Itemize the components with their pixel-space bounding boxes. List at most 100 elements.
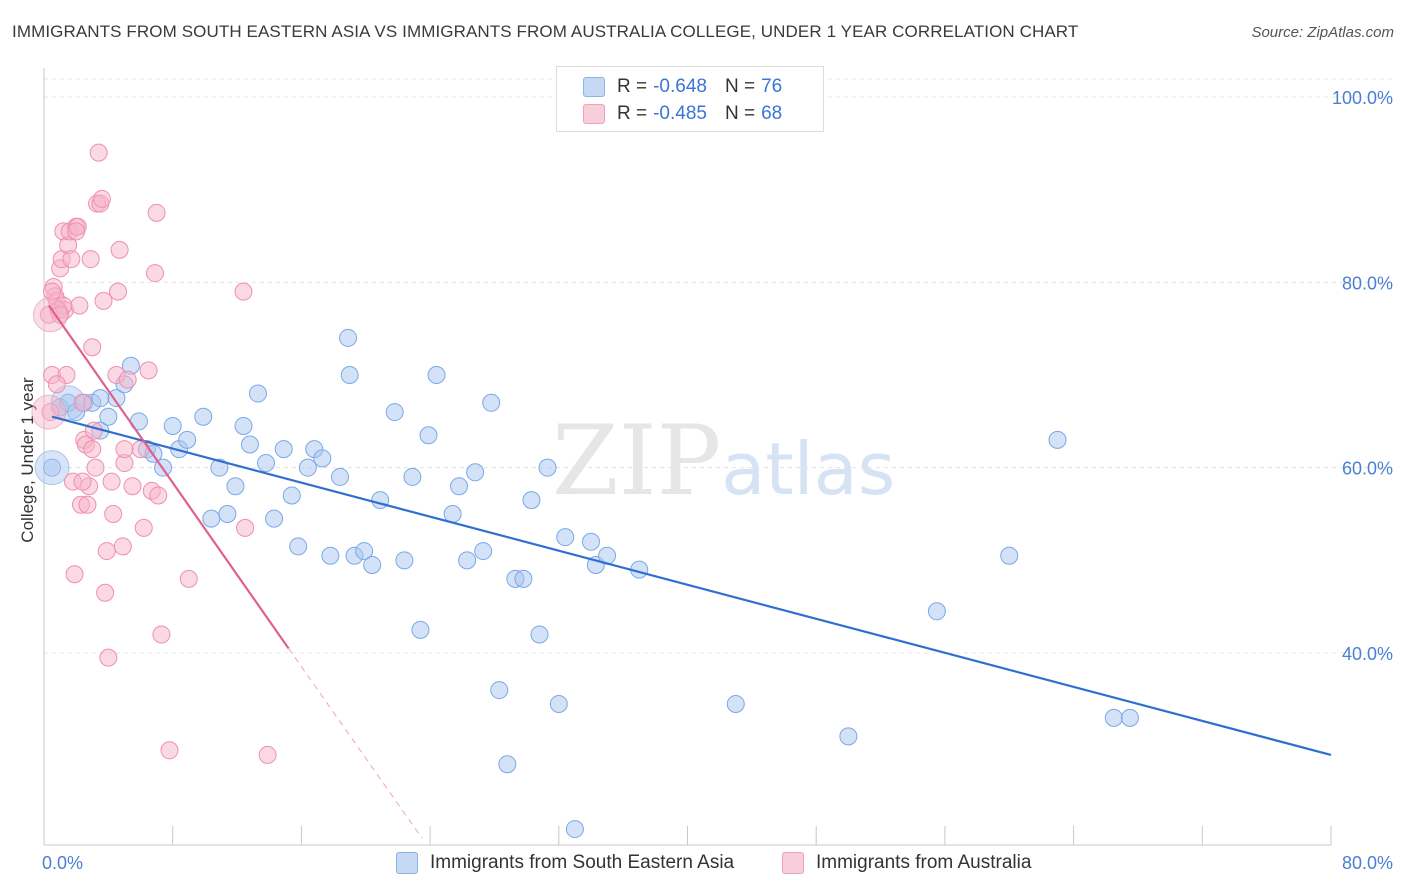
point-southeast-asia (289, 537, 308, 556)
point-australia (110, 240, 129, 259)
trend-line-southeast-asia (51, 415, 1332, 756)
point-australia (89, 143, 108, 162)
point-australia (147, 203, 166, 222)
source-label: Source: ZipAtlas.com (1251, 24, 1394, 41)
legend-row-australia: R = -0.485 N = 68 (583, 102, 782, 126)
stats-legend: R = -0.648 N = 76 R = -0.485 N = 68 (556, 66, 824, 132)
point-southeast-asia (403, 467, 422, 486)
trend-line-extension-australia (288, 648, 423, 839)
point-australia (78, 495, 97, 514)
point-australia (84, 421, 103, 440)
point-australia (83, 440, 102, 459)
point-australia (67, 222, 86, 241)
legend-n-label: N = (724, 103, 756, 124)
point-southeast-asia (331, 467, 350, 486)
point-southeast-asia (1048, 430, 1067, 449)
point-australia (236, 518, 255, 537)
point-southeast-asia (726, 694, 745, 713)
point-australia (134, 518, 153, 537)
point-southeast-asia (490, 681, 509, 700)
point-southeast-asia (522, 491, 541, 510)
point-australia (86, 458, 105, 477)
x-tick-label: 0.0% (42, 853, 83, 873)
point-australia (149, 486, 168, 505)
point-southeast-asia (218, 505, 237, 523)
point-southeast-asia (1120, 708, 1139, 727)
point-southeast-asia (839, 727, 858, 746)
point-southeast-asia (248, 384, 267, 403)
point-australia (92, 189, 111, 208)
point-australia (99, 648, 118, 667)
bottom-legend-southeast-asia: Immigrants from South Eastern Asia (396, 852, 734, 874)
point-southeast-asia (565, 820, 584, 839)
legend-r-value: -0.485 (653, 103, 707, 124)
point-southeast-asia (1000, 546, 1019, 565)
point-southeast-asia (556, 528, 575, 547)
point-large-southeast-asia (34, 450, 70, 486)
point-australia (160, 741, 179, 760)
point-southeast-asia (340, 366, 359, 384)
point-australia (47, 375, 66, 394)
point-australia (62, 250, 81, 269)
point-australia (70, 296, 89, 315)
point-southeast-asia (514, 569, 533, 588)
legend-r-label: R = (617, 76, 648, 97)
point-southeast-asia (257, 454, 276, 473)
watermark: ZIPatlas (552, 405, 895, 517)
point-australia (65, 565, 84, 584)
point-southeast-asia (395, 551, 414, 570)
point-southeast-asia (411, 620, 430, 639)
point-southeast-asia (581, 532, 600, 551)
legend-row-southeast-asia: R = -0.648 N = 76 (583, 75, 782, 99)
point-australia (234, 282, 253, 301)
point-australia (94, 291, 113, 310)
point-southeast-asia (927, 602, 946, 621)
point-australia (73, 393, 92, 412)
point-southeast-asia (1104, 708, 1123, 727)
chart-title: IMMIGRANTS FROM SOUTH EASTERN ASIA VS IM… (12, 22, 1079, 41)
point-southeast-asia (234, 416, 253, 435)
point-southeast-asia (339, 328, 358, 347)
point-large-australia (32, 297, 68, 333)
point-southeast-asia (538, 458, 557, 477)
point-australia (118, 370, 137, 389)
point-southeast-asia (43, 458, 62, 477)
bottom-legend-australia: Immigrants from Australia (782, 852, 1031, 874)
point-southeast-asia (321, 546, 340, 565)
point-australia (258, 745, 277, 764)
point-southeast-asia (355, 542, 374, 561)
point-southeast-asia (474, 542, 493, 561)
legend-swatch-southeast-asia (583, 77, 605, 97)
bottom-swatch-australia (782, 852, 804, 874)
point-australia (83, 338, 102, 357)
x-tick-label: 80.0% (1342, 853, 1393, 873)
watermark-zip: ZIP (552, 405, 722, 517)
point-southeast-asia (363, 555, 382, 574)
legend-r-value: -0.648 (653, 76, 707, 97)
point-southeast-asia (163, 416, 182, 435)
point-australia (104, 505, 123, 523)
trend-line-australia (47, 304, 290, 649)
point-southeast-asia (265, 509, 284, 528)
point-southeast-asia (194, 407, 213, 426)
point-southeast-asia (482, 393, 501, 412)
point-australia (131, 440, 150, 459)
point-southeast-asia (427, 366, 446, 384)
point-southeast-asia (450, 477, 469, 496)
point-southeast-asia (498, 755, 517, 774)
legend-r-label: R = (617, 103, 648, 124)
legend-n-label: N = (724, 76, 756, 97)
bottom-legend-label-southeast-asia: Immigrants from South Eastern Asia (430, 852, 735, 873)
point-southeast-asia (458, 551, 477, 570)
point-southeast-asia (91, 389, 110, 408)
bottom-legend-label-australia: Immigrants from Australia (816, 852, 1032, 873)
point-southeast-asia (210, 458, 229, 477)
y-tick-label: 100.0% (1332, 88, 1393, 108)
point-australia (179, 569, 198, 588)
point-southeast-asia (274, 440, 293, 459)
bottom-swatch-southeast-asia (396, 852, 418, 874)
point-australia (81, 250, 100, 269)
point-southeast-asia (298, 458, 317, 477)
point-southeast-asia (99, 407, 118, 426)
